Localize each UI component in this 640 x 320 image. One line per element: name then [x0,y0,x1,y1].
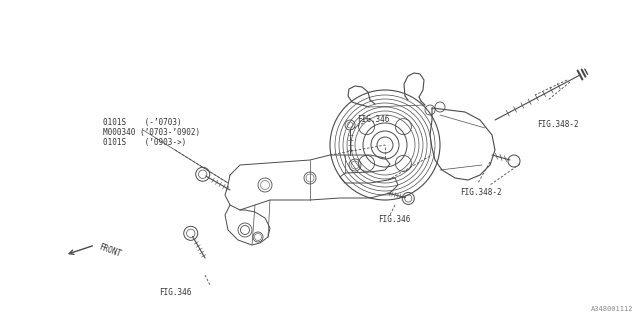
Text: 0101S    (-’0703): 0101S (-’0703) [103,118,182,127]
Text: FRONT: FRONT [97,242,122,258]
Text: FIG.346: FIG.346 [357,115,389,124]
Text: M000340 (’0703-’0902): M000340 (’0703-’0902) [103,128,200,137]
Text: FIG.348-2: FIG.348-2 [537,120,579,129]
Text: FIG.346: FIG.346 [378,215,410,224]
Text: A348001112: A348001112 [591,306,633,312]
Text: 0101S    (’0903->): 0101S (’0903->) [103,138,186,147]
Text: FIG.348-2: FIG.348-2 [460,188,502,197]
Text: FIG.346: FIG.346 [159,288,191,297]
